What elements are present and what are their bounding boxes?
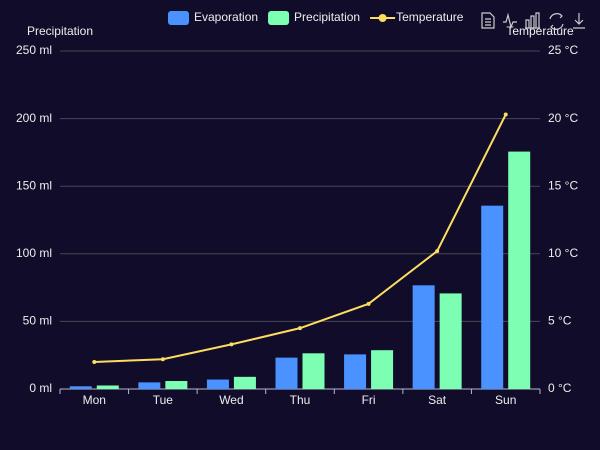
x-tick-label: Tue <box>153 393 174 407</box>
toolbox <box>481 12 585 30</box>
line-point <box>435 249 440 254</box>
legend-swatch <box>268 11 290 25</box>
bar <box>275 357 298 389</box>
bar <box>481 205 504 389</box>
bar <box>138 382 161 389</box>
y-tick-label: 100 ml <box>16 246 52 260</box>
line-icon[interactable] <box>503 12 517 29</box>
restore-icon[interactable] <box>549 13 564 30</box>
y-axis-title: Precipitation <box>27 24 93 38</box>
y2-tick-label: 10 °C <box>548 246 578 260</box>
x-tick-label: Sun <box>495 393 516 407</box>
y2-axis-title: Temperature <box>506 24 574 38</box>
bar <box>302 353 325 389</box>
bar <box>344 354 367 389</box>
bar <box>439 293 462 389</box>
x-tick-label: Fri <box>362 393 376 407</box>
download-icon[interactable] <box>573 13 585 29</box>
y-tick-label: 150 ml <box>16 178 52 192</box>
line-point <box>503 112 508 117</box>
legend-label: Evaporation <box>194 10 258 24</box>
x-tick-label: Wed <box>219 393 243 407</box>
line-point <box>160 357 165 362</box>
line-point <box>92 359 97 364</box>
y2-tick-label: 20 °C <box>548 111 578 125</box>
x-tick-label: Mon <box>83 393 106 407</box>
line-point <box>298 326 302 331</box>
bar <box>165 381 188 389</box>
y-tick-label: 200 ml <box>16 111 52 125</box>
legend-label: Temperature <box>396 10 464 24</box>
data-view-icon[interactable] <box>481 12 495 29</box>
bar <box>508 151 531 389</box>
y2-tick-label: 5 °C <box>548 314 572 328</box>
legend-label: Precipitation <box>294 10 360 24</box>
bar <box>69 386 92 389</box>
y-tick-label: 250 ml <box>16 43 52 57</box>
legend-swatch <box>378 14 387 22</box>
x-tick-label: Sat <box>428 393 447 407</box>
legend-swatch <box>168 11 189 25</box>
x-tick-label: Thu <box>290 393 311 407</box>
y2-tick-label: 0 °C <box>548 381 572 395</box>
bar <box>412 285 435 389</box>
y-tick-label: 50 ml <box>23 314 52 328</box>
line-point <box>366 301 371 306</box>
y-tick-label: 0 ml <box>29 381 52 395</box>
bar <box>96 385 119 389</box>
y2-tick-label: 15 °C <box>548 178 578 192</box>
bar <box>206 379 229 389</box>
bar <box>233 376 256 389</box>
y2-tick-label: 25 °C <box>548 43 578 57</box>
bar-icon[interactable] <box>525 12 540 29</box>
line-point <box>229 342 234 347</box>
bar <box>371 350 394 389</box>
